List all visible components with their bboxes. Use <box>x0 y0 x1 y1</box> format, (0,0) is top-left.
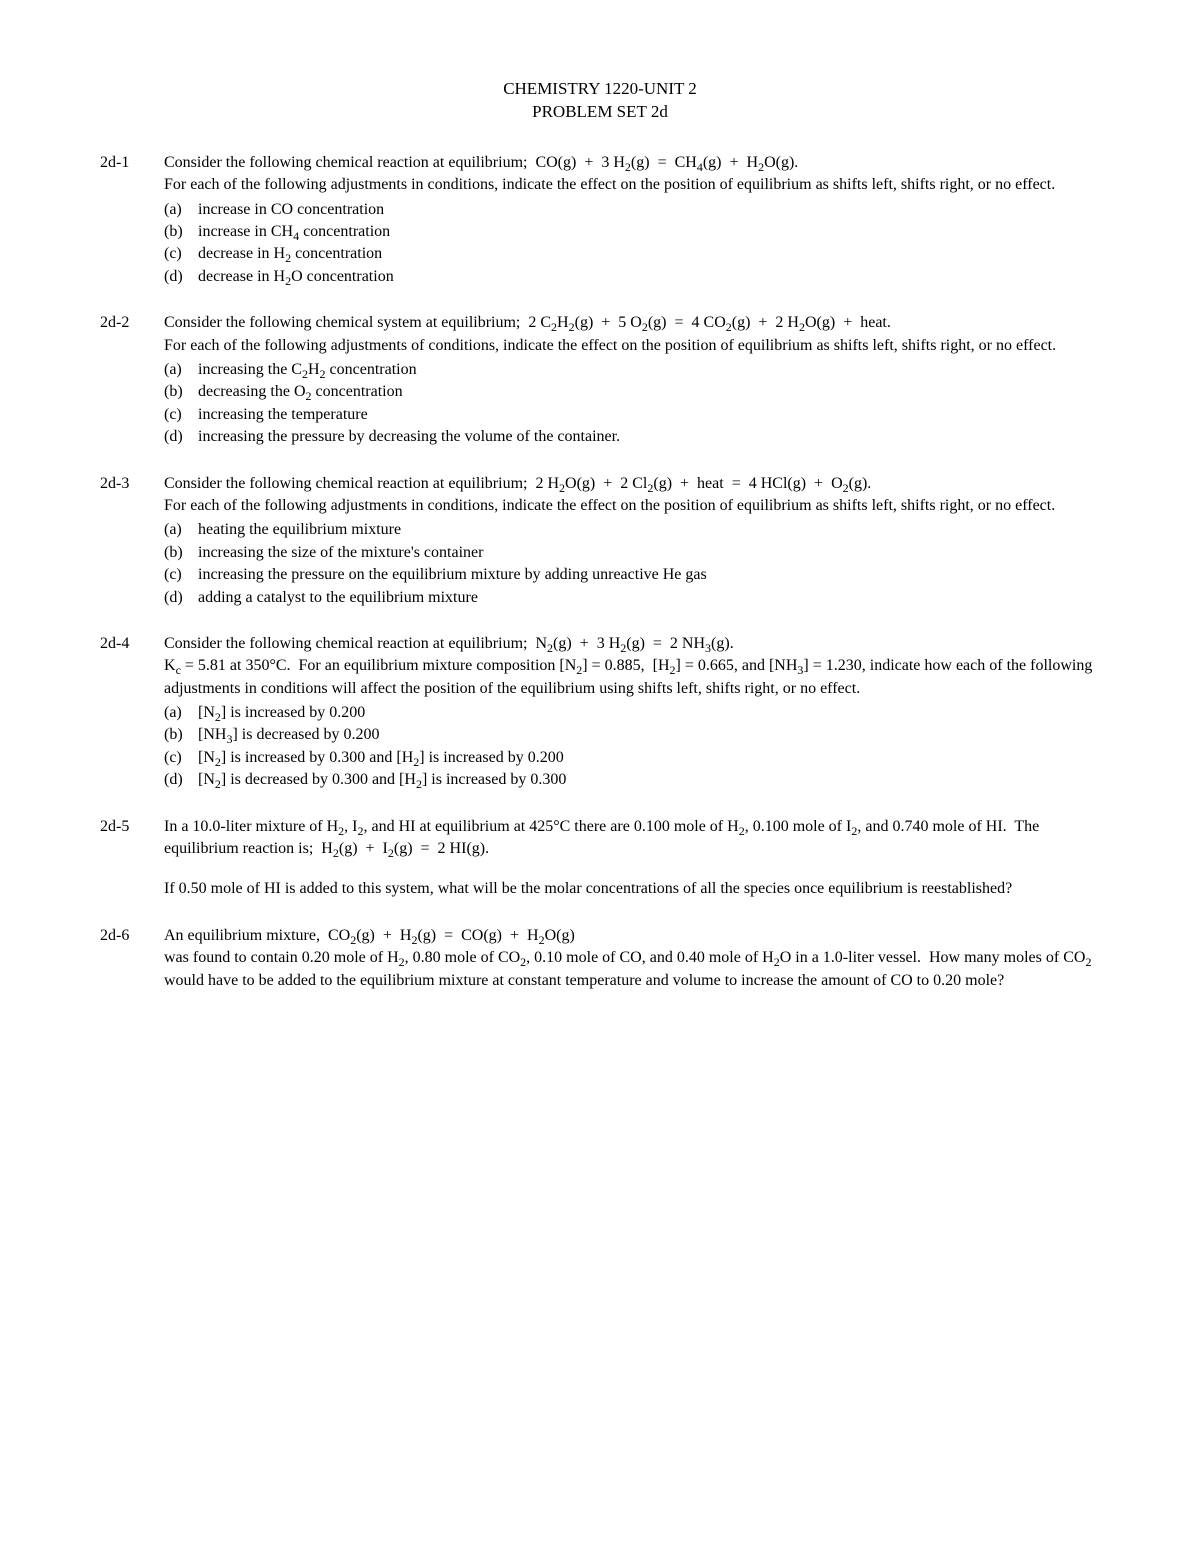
subitem: (b) increase in CH4 concentration <box>164 221 1100 243</box>
problem-number: 2d-3 <box>100 473 164 609</box>
problem-body: Consider the following chemical reaction… <box>164 152 1100 288</box>
subitem: (d) adding a catalyst to the equilibrium… <box>164 587 1100 609</box>
problem-intro: Consider the following chemical reaction… <box>164 473 1100 518</box>
problem-2d-6: 2d-6 An equilibrium mixture, CO2(g) + H2… <box>100 925 1100 994</box>
subitem-text: heating the equilibrium mixture <box>198 519 1100 541</box>
subitem: (c) decrease in H2 concentration <box>164 243 1100 265</box>
subitem-text: decrease in H2O concentration <box>198 266 1100 288</box>
problem-2d-1: 2d-1 Consider the following chemical rea… <box>100 152 1100 288</box>
subitem-text: decreasing the O2 concentration <box>198 381 1100 403</box>
subitem-list: (a) heating the equilibrium mixture (b) … <box>164 519 1100 609</box>
problem-intro: In a 10.0-liter mixture of H2, I2, and H… <box>164 816 1100 861</box>
problem-intro: An equilibrium mixture, CO2(g) + H2(g) =… <box>164 925 1100 992</box>
subitem: (d) increasing the pressure by decreasin… <box>164 426 1100 448</box>
subitem: (c) increasing the temperature <box>164 404 1100 426</box>
subitem-letter: (d) <box>164 426 198 448</box>
problem-2d-4: 2d-4 Consider the following chemical rea… <box>100 633 1100 792</box>
problem-body: Consider the following chemical reaction… <box>164 633 1100 792</box>
problem-body: Consider the following chemical reaction… <box>164 473 1100 609</box>
subitem: (a) increase in CO concentration <box>164 199 1100 221</box>
subitem: (a) [N2] is increased by 0.200 <box>164 702 1100 724</box>
subitem: (a) heating the equilibrium mixture <box>164 519 1100 541</box>
problem-extra: If 0.50 mole of HI is added to this syst… <box>164 878 1100 900</box>
title-line-1: CHEMISTRY 1220-UNIT 2 <box>100 78 1100 101</box>
subitem: (d) decrease in H2O concentration <box>164 266 1100 288</box>
problem-body: Consider the following chemical system a… <box>164 312 1100 448</box>
subitem-letter: (a) <box>164 519 198 541</box>
subitem: (a) increasing the C2H2 concentration <box>164 359 1100 381</box>
subitem: (d) [N2] is decreased by 0.300 and [H2] … <box>164 769 1100 791</box>
subitem-text: [N2] is increased by 0.300 and [H2] is i… <box>198 747 1100 769</box>
problem-number: 2d-5 <box>100 816 164 901</box>
subitem: (c) increasing the pressure on the equil… <box>164 564 1100 586</box>
subitem-letter: (d) <box>164 769 198 791</box>
subitem-letter: (b) <box>164 724 198 746</box>
problem-body: In a 10.0-liter mixture of H2, I2, and H… <box>164 816 1100 901</box>
subitem-text: increase in CH4 concentration <box>198 221 1100 243</box>
problem-2d-3: 2d-3 Consider the following chemical rea… <box>100 473 1100 609</box>
problem-number: 2d-2 <box>100 312 164 448</box>
document-page: CHEMISTRY 1220-UNIT 2 PROBLEM SET 2d 2d-… <box>0 0 1200 1553</box>
document-title: CHEMISTRY 1220-UNIT 2 PROBLEM SET 2d <box>100 78 1100 124</box>
subitem-letter: (d) <box>164 266 198 288</box>
subitem-text: increasing the temperature <box>198 404 1100 426</box>
subitem: (b) increasing the size of the mixture's… <box>164 542 1100 564</box>
problem-number: 2d-1 <box>100 152 164 288</box>
problem-2d-5: 2d-5 In a 10.0-liter mixture of H2, I2, … <box>100 816 1100 901</box>
subitem-text: increasing the pressure on the equilibri… <box>198 564 1100 586</box>
problem-number: 2d-6 <box>100 925 164 994</box>
problem-intro: Consider the following chemical system a… <box>164 312 1100 357</box>
subitem-list: (a) [N2] is increased by 0.200 (b) [NH3]… <box>164 702 1100 792</box>
subitem: (c) [N2] is increased by 0.300 and [H2] … <box>164 747 1100 769</box>
subitem-text: decrease in H2 concentration <box>198 243 1100 265</box>
subitem-letter: (d) <box>164 587 198 609</box>
subitem-text: increasing the pressure by decreasing th… <box>198 426 1100 448</box>
problem-body: An equilibrium mixture, CO2(g) + H2(g) =… <box>164 925 1100 994</box>
subitem-letter: (c) <box>164 564 198 586</box>
subitem-letter: (b) <box>164 542 198 564</box>
subitem-text: adding a catalyst to the equilibrium mix… <box>198 587 1100 609</box>
subitem-list: (a) increase in CO concentration (b) inc… <box>164 199 1100 289</box>
title-line-2: PROBLEM SET 2d <box>100 101 1100 124</box>
problem-intro: Consider the following chemical reaction… <box>164 633 1100 700</box>
subitem-letter: (c) <box>164 404 198 426</box>
subitem: (b) decreasing the O2 concentration <box>164 381 1100 403</box>
subitem-text: [N2] is increased by 0.200 <box>198 702 1100 724</box>
subitem-letter: (c) <box>164 243 198 265</box>
subitem-letter: (a) <box>164 702 198 724</box>
subitem-text: [NH3] is decreased by 0.200 <box>198 724 1100 746</box>
subitem-letter: (a) <box>164 199 198 221</box>
problem-number: 2d-4 <box>100 633 164 792</box>
subitem-letter: (b) <box>164 221 198 243</box>
subitem-letter: (a) <box>164 359 198 381</box>
subitem-text: increasing the size of the mixture's con… <box>198 542 1100 564</box>
problem-2d-2: 2d-2 Consider the following chemical sys… <box>100 312 1100 448</box>
subitem: (b) [NH3] is decreased by 0.200 <box>164 724 1100 746</box>
subitem-letter: (c) <box>164 747 198 769</box>
subitem-text: increasing the C2H2 concentration <box>198 359 1100 381</box>
subitem-text: [N2] is decreased by 0.300 and [H2] is i… <box>198 769 1100 791</box>
subitem-letter: (b) <box>164 381 198 403</box>
subitem-text: increase in CO concentration <box>198 199 1100 221</box>
problem-intro: Consider the following chemical reaction… <box>164 152 1100 197</box>
subitem-list: (a) increasing the C2H2 concentration (b… <box>164 359 1100 449</box>
